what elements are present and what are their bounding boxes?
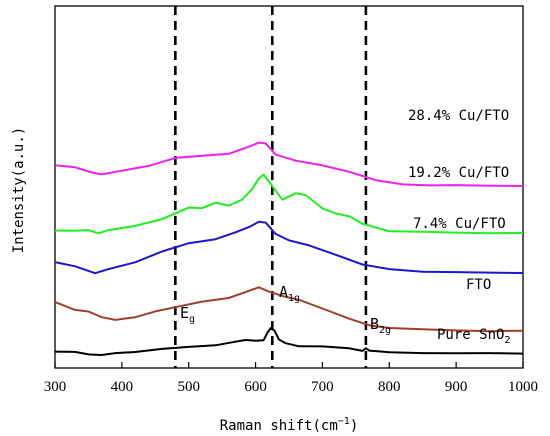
x-axis-title: Raman shift(cm−1) (220, 416, 359, 434)
series-label: 19.2% Cu/FTO (408, 165, 509, 181)
x-tick-label: 500 (177, 379, 200, 395)
series-label: 28.4% Cu/FTO (408, 108, 509, 124)
series-line (54, 220, 524, 275)
x-axis: 300 400 500 600 700 800 900 1000 (44, 362, 538, 395)
x-tick-label: 800 (378, 379, 401, 395)
series-line (54, 173, 524, 235)
peak-label: B2g (370, 315, 391, 336)
peak-labels: Eg A1g B2g (180, 283, 391, 336)
series-labels: Pure SnO2 FTO 7.4% Cu/FTO 19.2% Cu/FTO 28.4%… (408, 108, 510, 346)
plot-frame (54, 5, 524, 369)
series-line (54, 286, 524, 333)
x-tick-label: 1000 (508, 379, 538, 395)
series-label: Pure SnO2 (437, 327, 510, 346)
series-label: FTO (466, 277, 491, 293)
x-tick-label: 400 (111, 379, 134, 395)
series-line (54, 327, 524, 356)
peak-label: Eg (180, 304, 195, 325)
x-tick-label: 900 (445, 379, 468, 395)
x-tick-label: 700 (311, 379, 334, 395)
series-label: 7.4% Cu/FTO (413, 216, 506, 232)
x-tick-label: 300 (44, 379, 67, 395)
series-lines (54, 141, 524, 356)
peak-label: A1g (279, 283, 300, 304)
x-tick-label: 600 (244, 379, 267, 395)
y-axis-title: Intensity(a.u.) (11, 127, 27, 253)
series-line (54, 141, 524, 187)
